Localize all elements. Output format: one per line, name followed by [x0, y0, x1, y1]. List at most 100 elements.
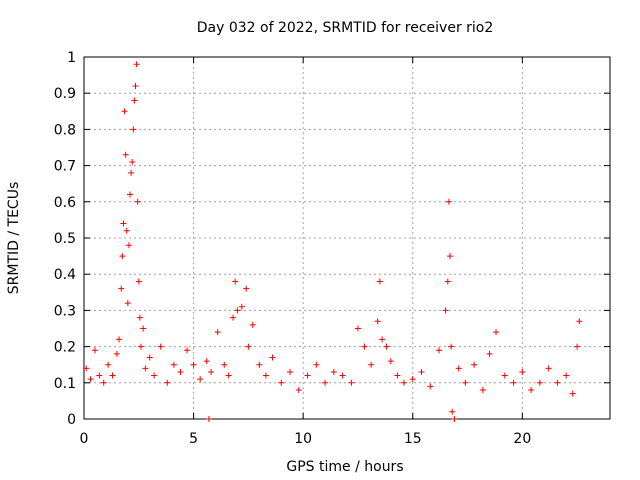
data-point	[238, 303, 245, 310]
data-point	[554, 379, 561, 386]
data-point	[128, 169, 135, 176]
data-points	[83, 61, 583, 422]
data-point	[243, 285, 250, 292]
data-point	[313, 361, 320, 368]
data-point	[245, 343, 252, 350]
data-point	[427, 383, 434, 390]
x-tick-labels: 0 5 10 15 20	[80, 431, 532, 447]
data-point	[225, 372, 232, 379]
y-tick-labels: 0 0.1 0.2 0.3 0.4 0.5 0.6 0.7 0.8 0.9 1	[54, 50, 76, 428]
data-point	[129, 158, 136, 165]
x-tick-label: 5	[189, 431, 198, 447]
y-axis-label: SRMTID / TECUs	[6, 182, 22, 295]
x-tick-label: 20	[513, 431, 531, 447]
data-point	[501, 372, 508, 379]
data-point	[120, 220, 127, 227]
data-point	[379, 336, 386, 343]
data-point	[100, 379, 107, 386]
data-point	[569, 390, 576, 397]
data-point	[197, 376, 204, 383]
x-tick-label: 10	[294, 431, 312, 447]
data-point	[269, 354, 276, 361]
data-point	[221, 361, 228, 368]
data-point	[295, 387, 302, 394]
data-point	[354, 325, 361, 332]
data-point	[113, 350, 120, 357]
data-point	[574, 343, 581, 350]
y-tick-label: 0.3	[54, 303, 76, 319]
data-point	[177, 368, 184, 375]
data-point	[287, 368, 294, 375]
y-tick-label: 0.7	[54, 159, 76, 175]
data-point	[383, 343, 390, 350]
data-point	[361, 343, 368, 350]
data-point	[130, 126, 137, 133]
data-point	[445, 198, 452, 205]
data-point	[256, 361, 263, 368]
plot-frame	[83, 56, 611, 420]
data-point	[394, 372, 401, 379]
data-point	[118, 285, 125, 292]
data-point	[322, 379, 329, 386]
data-point	[230, 314, 237, 321]
data-point	[205, 416, 212, 422]
data-point	[140, 325, 147, 332]
data-point	[87, 376, 94, 383]
data-point	[455, 365, 462, 372]
data-point	[493, 329, 500, 336]
data-point	[436, 347, 443, 354]
data-point	[121, 108, 128, 115]
data-point	[545, 365, 552, 372]
data-point	[479, 387, 486, 394]
data-point	[184, 347, 191, 354]
chart-title: Day 032 of 2022, SRMTID for receiver rio…	[197, 20, 494, 36]
grid-lines	[84, 57, 610, 419]
y-tick-label: 0.1	[54, 376, 76, 392]
data-point	[234, 307, 241, 314]
data-point	[447, 253, 454, 260]
data-point	[519, 368, 526, 375]
data-point	[418, 368, 425, 375]
data-point	[214, 329, 221, 336]
data-point	[146, 354, 153, 361]
data-point	[232, 278, 239, 285]
data-point	[374, 318, 381, 325]
data-point	[109, 372, 116, 379]
data-point	[170, 361, 177, 368]
axis-ticks	[83, 56, 610, 420]
y-tick-label: 0.9	[54, 86, 76, 102]
data-point	[249, 321, 256, 328]
data-point	[134, 198, 141, 205]
data-point	[105, 361, 112, 368]
data-point	[330, 368, 337, 375]
data-point	[190, 361, 197, 368]
y-tick-label: 0.4	[54, 267, 76, 283]
data-point	[368, 361, 375, 368]
data-point	[348, 379, 355, 386]
data-point	[123, 227, 130, 234]
data-point	[137, 343, 144, 350]
data-point	[471, 361, 478, 368]
data-point	[462, 379, 469, 386]
data-point	[132, 82, 139, 89]
data-point	[136, 314, 143, 321]
data-point	[400, 379, 407, 386]
data-point	[127, 191, 134, 198]
data-point	[151, 372, 158, 379]
x-tick-label: 15	[404, 431, 422, 447]
data-point	[135, 278, 142, 285]
data-point	[339, 372, 346, 379]
data-point	[133, 61, 140, 68]
y-tick-label: 0	[67, 412, 76, 428]
data-point	[142, 365, 149, 372]
data-point	[304, 372, 311, 379]
data-point	[444, 278, 451, 285]
data-point	[486, 350, 493, 357]
y-tick-label: 0.5	[54, 231, 76, 247]
data-point	[122, 151, 129, 158]
data-point	[208, 368, 215, 375]
data-point	[83, 365, 90, 372]
data-point	[96, 372, 103, 379]
data-point	[442, 307, 449, 314]
data-point	[131, 97, 138, 104]
